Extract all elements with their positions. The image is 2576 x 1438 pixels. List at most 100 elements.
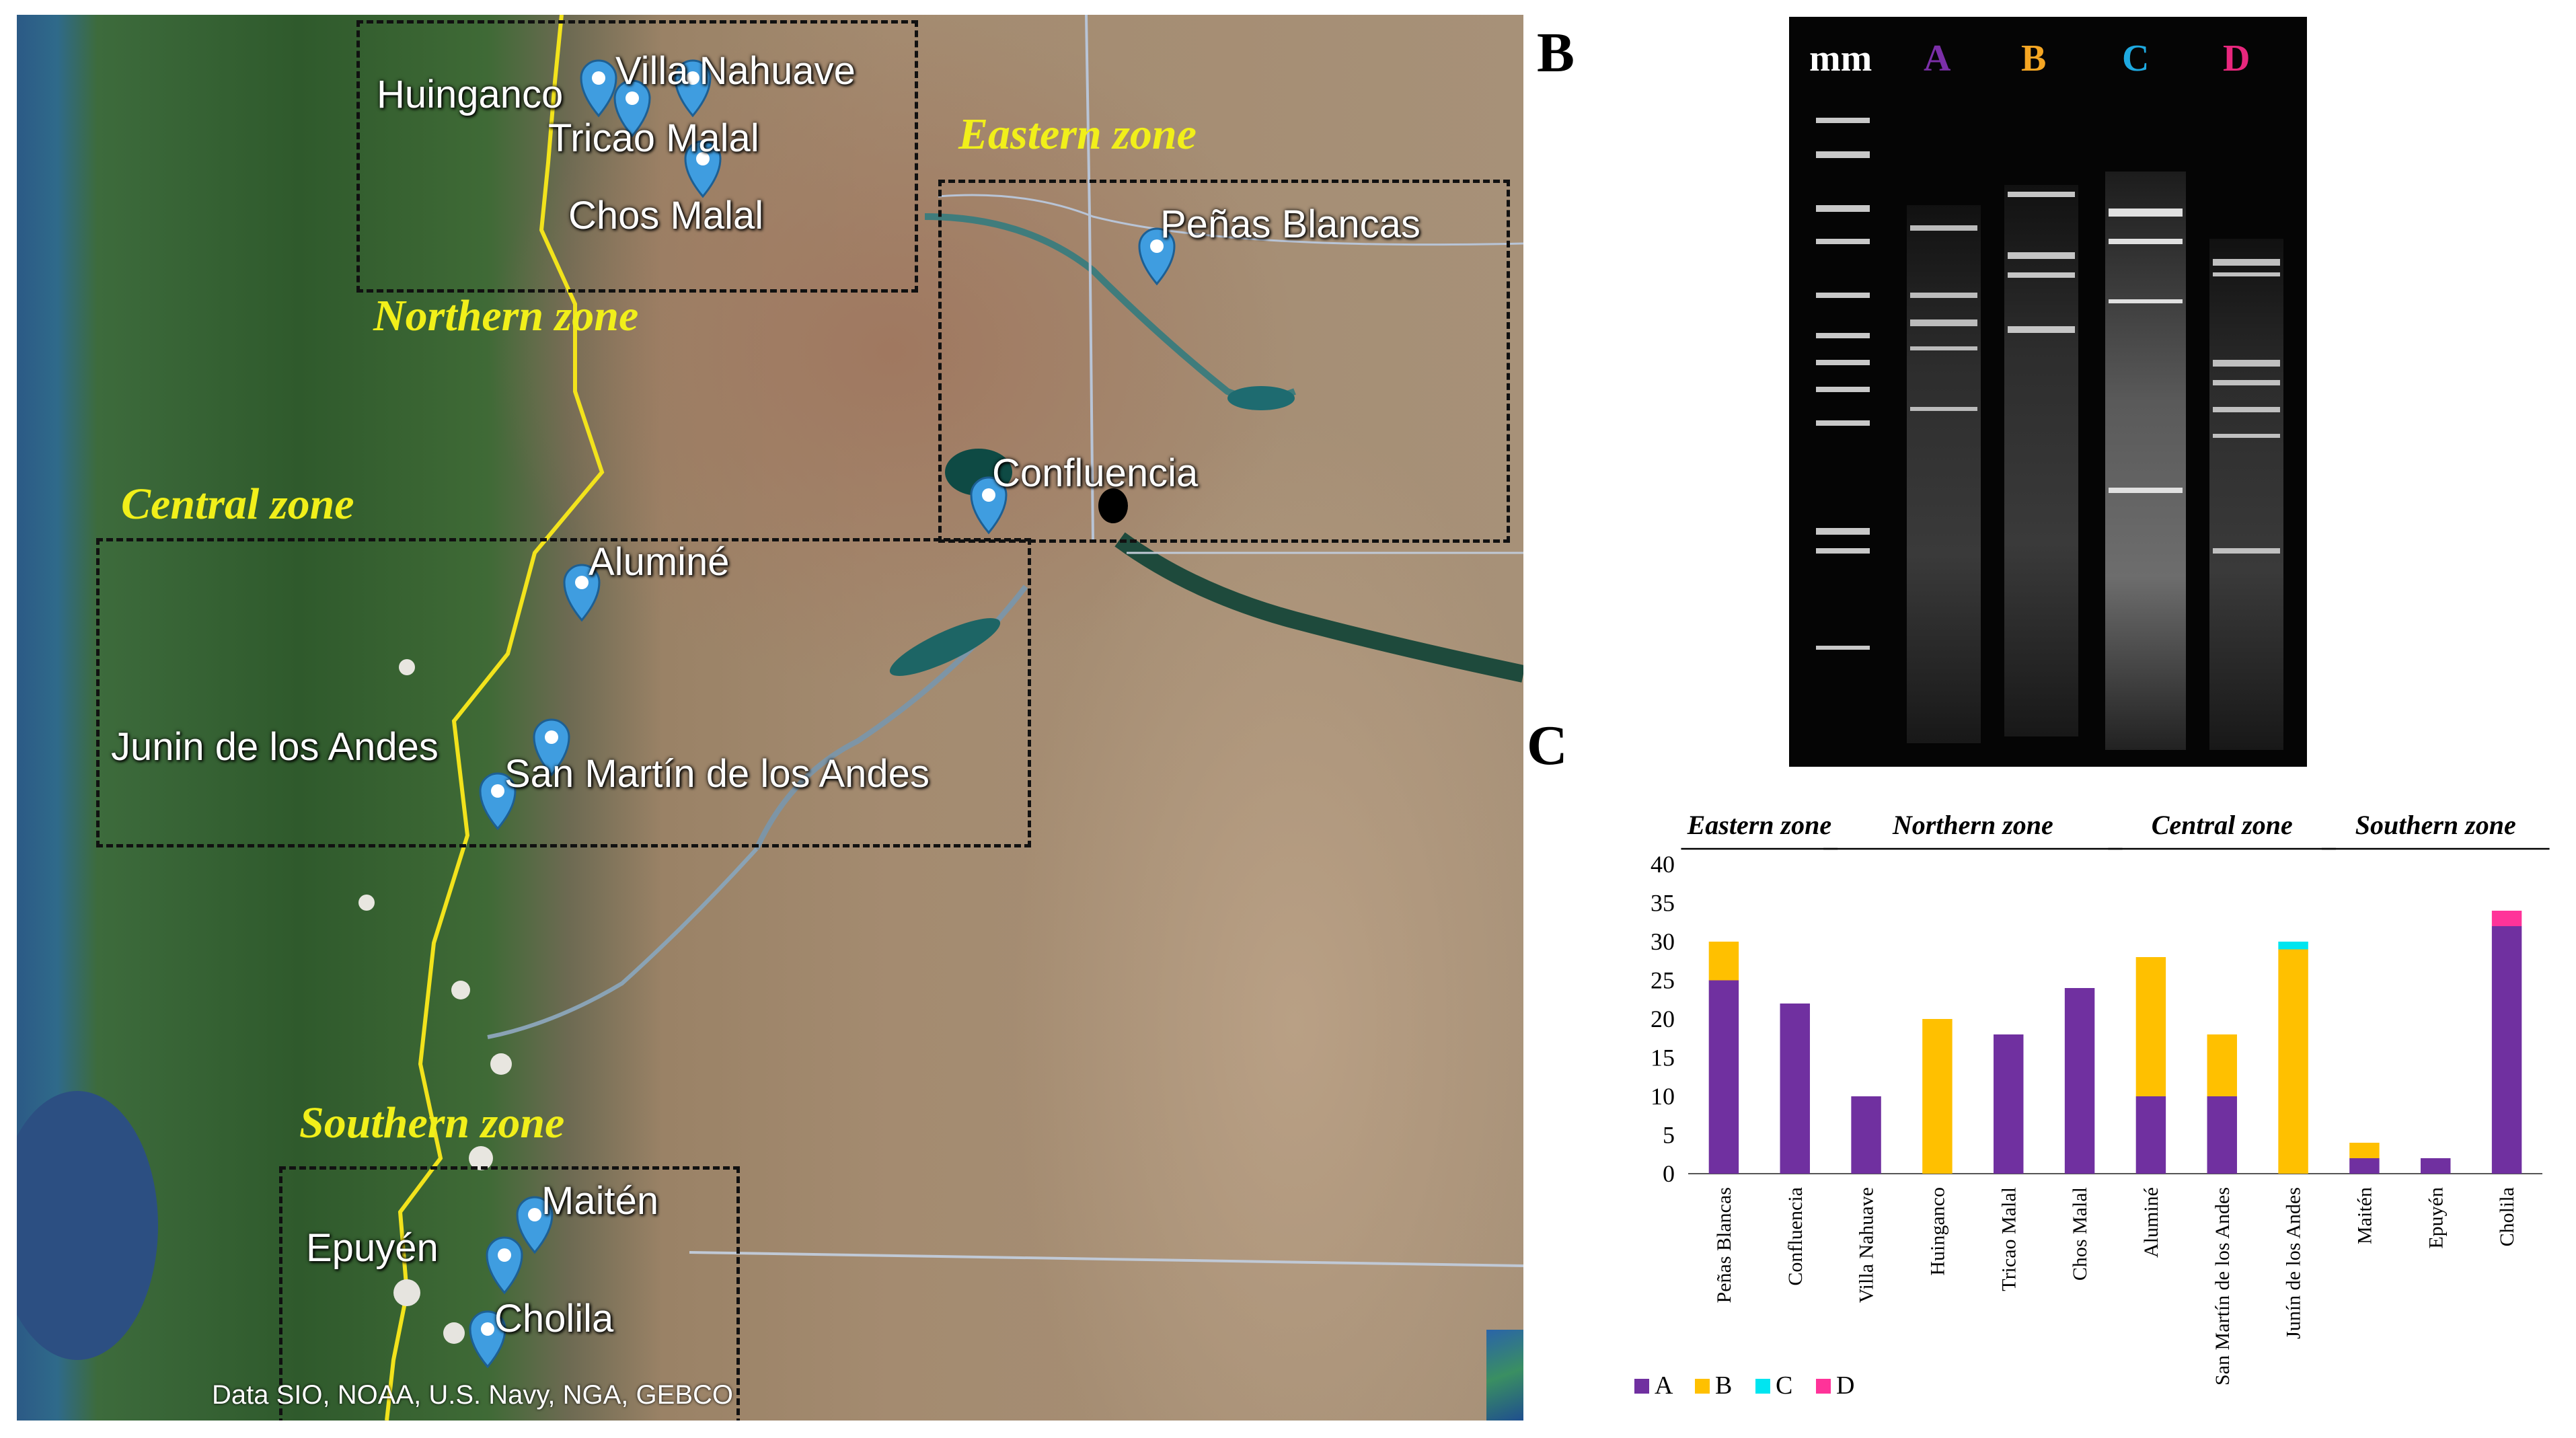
river: [1114, 532, 1523, 683]
panel-letter-c: C: [1527, 714, 1568, 777]
bar-segment-a: [1851, 1096, 1881, 1174]
bar-segment-b: [2135, 957, 2166, 1096]
y-tick-label: 40: [1651, 851, 1675, 878]
x-tick-label: Huinganco: [1926, 1187, 1948, 1276]
zone-label-northern: Northern zone: [373, 291, 639, 340]
x-tick-label: Tricao Malal: [1998, 1187, 2020, 1291]
bar-segment-b: [2349, 1143, 2380, 1158]
gel-lane-a: [1907, 205, 1981, 743]
legend-label-a: A: [1655, 1371, 1673, 1400]
zone-label-eastern: Eastern zone: [958, 110, 1197, 159]
x-tick-label: Junín de los Andes: [2283, 1187, 2305, 1339]
x-tick-label: Epuyén: [2425, 1187, 2447, 1249]
marker-ladder: [1816, 118, 1870, 650]
gel-lane-label-d: D: [2223, 38, 2250, 79]
globe-thumbnail: [1486, 1330, 1523, 1421]
road: [938, 194, 1523, 246]
site-label-confluencia[interactable]: Confluencia: [992, 451, 1199, 495]
zone-header: Eastern zone: [1687, 810, 1832, 840]
bar-group: [1708, 911, 2522, 1174]
y-tick-label: 5: [1663, 1122, 1675, 1149]
zone-box-northern: [356, 20, 918, 293]
snow-patch: [443, 1322, 465, 1344]
y-tick-label: 30: [1651, 928, 1675, 955]
bar-segment-a: [2207, 1096, 2237, 1174]
y-tick-label: 20: [1651, 1006, 1675, 1032]
site-label-cholila[interactable]: Cholila: [494, 1297, 614, 1340]
site-label-san-martin[interactable]: San Martín de los Andes: [504, 752, 930, 796]
snow-patch: [451, 981, 470, 999]
map-terrain-overlay: [17, 15, 1523, 1421]
bar-segment-a: [2064, 988, 2095, 1174]
gel-image: mm A B C D: [1789, 17, 2307, 767]
ocean-inlet: [17, 1091, 158, 1360]
site-label-penas-blancas[interactable]: Peñas Blancas: [1160, 202, 1420, 246]
bar-segment-a: [1780, 1004, 1810, 1174]
river: [487, 847, 759, 1039]
snow-patch: [393, 1279, 420, 1306]
bar-segment-a: [2421, 1158, 2451, 1174]
lane-a-bands: [1910, 225, 1977, 411]
legend-label-b: B: [1715, 1371, 1732, 1400]
site-label-huinganco[interactable]: Huinganco: [377, 73, 564, 116]
road: [689, 1251, 1523, 1267]
panel-letter-b: B: [1537, 22, 1575, 84]
x-tick-label: Maitén: [2353, 1187, 2376, 1244]
stacked-bar-chart: Eastern zone Northern zone Central zone Sou…: [1634, 810, 2550, 1400]
site-label-alumine[interactable]: Aluminé: [589, 540, 730, 584]
lake: [1227, 386, 1295, 410]
legend-label-d: D: [1836, 1371, 1854, 1400]
legend-swatch-d: [1816, 1379, 1831, 1394]
bar-segment-a: [2135, 1096, 2166, 1174]
lane-b-bands: [2008, 192, 2075, 333]
legend-swatch-c: [1755, 1379, 1770, 1394]
site-label-junin[interactable]: Junin de los Andes: [111, 725, 439, 769]
y-tick-label: 25: [1651, 967, 1675, 994]
snow-patch: [469, 1146, 493, 1170]
zone-box-central: [96, 538, 1031, 847]
legend: A B C D: [1634, 1371, 1854, 1400]
lake: [889, 618, 1001, 676]
legend-swatch-a: [1634, 1379, 1649, 1394]
bar-segment-a: [2349, 1158, 2380, 1174]
snow-patch: [490, 1053, 512, 1075]
legend-swatch-b: [1695, 1379, 1710, 1394]
gel-lane-label-a: A: [1924, 38, 1951, 79]
site-label-chos-malal[interactable]: Chos Malal: [568, 194, 764, 237]
road: [1085, 15, 1094, 540]
bar-segment-c: [2278, 942, 2308, 950]
x-tick-label: Chos Malal: [2069, 1187, 2091, 1281]
site-label-maiten[interactable]: Maitén: [541, 1179, 659, 1223]
zone-header: Northern zone: [1892, 810, 2053, 840]
gel-lane-c: [2105, 172, 2186, 750]
x-tick-label: Aluminé: [2140, 1187, 2162, 1258]
legend-label-c: C: [1776, 1371, 1792, 1400]
gel-lane-label-b: B: [2021, 38, 2047, 79]
satellite-map[interactable]: Northern zone Eastern zone Central zone …: [17, 15, 1523, 1421]
zone-box-southern: [279, 1166, 740, 1421]
lane-c-bands: [2109, 209, 2183, 493]
zone-header-group: Eastern zone Northern zone Central zone Sou…: [1681, 810, 2550, 850]
y-tick-label: 0: [1663, 1160, 1675, 1187]
snow-patch: [358, 895, 375, 911]
site-label-tricao-malal[interactable]: Tricao Malal: [548, 116, 759, 160]
x-tick-label: Cholila: [2496, 1187, 2518, 1246]
zone-label-southern: Southern zone: [299, 1098, 565, 1147]
lane-d-bands: [2213, 259, 2280, 554]
site-label-villa-nahuave[interactable]: Villa Nahuave: [615, 49, 856, 93]
gel-lane-b: [2004, 185, 2078, 736]
site-label-epuyen[interactable]: Epuyén: [306, 1226, 439, 1270]
bar-segment-a: [1994, 1034, 2024, 1174]
y-tick-label: 35: [1651, 890, 1675, 917]
map-attribution: Data SIO, NOAA, U.S. Navy, NGA, GEBCO: [212, 1380, 733, 1410]
national-border: [385, 15, 605, 1421]
bar-segment-a: [2491, 926, 2522, 1174]
lake: [1098, 488, 1128, 523]
x-tick-label: Peñas Blancas: [1713, 1187, 1735, 1303]
gel-lane-label-mm: mm: [1809, 38, 1872, 79]
x-tick-label: San Martín de los Andes: [2211, 1187, 2234, 1386]
gel-lane-d: [2209, 239, 2283, 750]
snow-patch: [399, 659, 415, 675]
zone-box-eastern: [938, 180, 1510, 543]
zone-header: Southern zone: [2355, 810, 2516, 840]
